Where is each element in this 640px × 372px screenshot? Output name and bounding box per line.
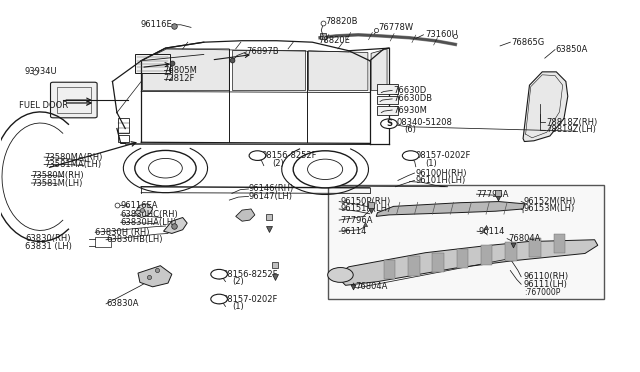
Bar [433, 253, 444, 272]
Polygon shape [308, 51, 368, 90]
Text: (2): (2) [232, 277, 244, 286]
Text: 63831 (LH): 63831 (LH) [25, 241, 72, 250]
Polygon shape [164, 218, 187, 234]
Circle shape [328, 267, 353, 282]
Bar [529, 238, 541, 257]
Text: FUEL DOOR: FUEL DOOR [19, 101, 68, 110]
Text: 96153M(LH): 96153M(LH) [523, 205, 574, 214]
Text: 96150P(RH): 96150P(RH) [340, 197, 390, 206]
Circle shape [381, 119, 397, 129]
Text: 78819Z(LH): 78819Z(LH) [547, 125, 596, 134]
Text: 63830HC(RH): 63830HC(RH) [121, 211, 179, 219]
Text: 96101H(LH): 96101H(LH) [416, 176, 466, 185]
Text: 73581MA(LH): 73581MA(LH) [44, 160, 101, 169]
Text: (1): (1) [232, 302, 244, 311]
Circle shape [135, 150, 196, 186]
Text: 96146(RH): 96146(RH) [248, 185, 294, 193]
Text: 76630DB: 76630DB [394, 94, 433, 103]
Text: 76865G: 76865G [511, 38, 545, 47]
Text: 08156-8252F: 08156-8252F [223, 270, 278, 279]
Polygon shape [336, 240, 598, 285]
Text: 63830(RH): 63830(RH) [25, 234, 70, 243]
Text: 76930M: 76930M [394, 106, 428, 115]
FancyBboxPatch shape [51, 82, 97, 118]
Text: 96110(RH): 96110(RH) [523, 272, 568, 281]
Bar [481, 245, 492, 264]
Text: 63830A: 63830A [106, 299, 139, 308]
Text: B: B [216, 270, 222, 279]
Polygon shape [232, 49, 305, 90]
Text: 77796A: 77796A [340, 216, 373, 225]
Text: 73580M(RH): 73580M(RH) [31, 171, 84, 180]
Text: 76804A: 76804A [508, 234, 541, 243]
Text: 96114: 96114 [478, 227, 505, 236]
Text: (6): (6) [404, 125, 416, 134]
Bar [118, 135, 129, 142]
Text: 96100H(RH): 96100H(RH) [416, 169, 467, 177]
Text: 96151N(LH): 96151N(LH) [340, 205, 390, 214]
Text: S: S [386, 119, 392, 128]
Text: 73581M(LH): 73581M(LH) [31, 179, 83, 187]
Text: (2): (2) [272, 158, 284, 167]
Text: 73160U: 73160U [426, 30, 458, 39]
Polygon shape [371, 49, 387, 90]
Bar [378, 106, 398, 115]
Text: 76804A: 76804A [355, 282, 387, 291]
Text: B: B [216, 295, 222, 304]
Text: 96116EA: 96116EA [121, 201, 158, 210]
Bar [135, 54, 170, 73]
Polygon shape [236, 209, 255, 221]
Circle shape [211, 294, 227, 304]
Bar [57, 87, 91, 113]
Text: 63830H (RH): 63830H (RH) [95, 228, 150, 237]
Bar [95, 237, 111, 247]
Bar [328, 185, 604, 299]
Text: 96116E: 96116E [140, 20, 172, 29]
Text: 96111(LH): 96111(LH) [523, 280, 567, 289]
Text: 73580MA(RH): 73580MA(RH) [44, 153, 102, 161]
Circle shape [403, 151, 419, 160]
Text: :767000P: :767000P [524, 288, 561, 297]
Text: 78818Z(RH): 78818Z(RH) [547, 118, 598, 127]
Text: 63850A: 63850A [555, 45, 588, 54]
Text: 08156-8252F: 08156-8252F [261, 151, 317, 160]
Text: 63830HB(LH): 63830HB(LH) [106, 235, 163, 244]
Text: 76897B: 76897B [246, 47, 279, 56]
Text: 78820B: 78820B [325, 17, 358, 26]
Text: 08157-0202F: 08157-0202F [416, 151, 471, 160]
Text: 96152M(RH): 96152M(RH) [523, 197, 575, 206]
Text: 93934U: 93934U [25, 67, 58, 76]
Text: B: B [255, 151, 260, 160]
Polygon shape [138, 266, 172, 287]
Polygon shape [143, 49, 229, 90]
Bar [505, 241, 516, 261]
Polygon shape [376, 202, 524, 217]
Polygon shape [523, 72, 568, 141]
Text: 08157-0202F: 08157-0202F [223, 295, 278, 304]
Circle shape [249, 151, 266, 160]
Bar [378, 96, 398, 104]
Text: 76630D: 76630D [394, 86, 427, 95]
Text: 96114: 96114 [340, 227, 367, 236]
Bar [378, 84, 398, 94]
Bar [384, 260, 396, 279]
Text: 96147(LH): 96147(LH) [248, 192, 292, 201]
Circle shape [211, 269, 227, 279]
Text: 76778W: 76778W [379, 23, 414, 32]
Text: 63830HA(LH): 63830HA(LH) [121, 218, 177, 227]
Text: 72812F: 72812F [164, 74, 195, 83]
Text: (1): (1) [426, 158, 437, 167]
Bar [408, 256, 420, 276]
Circle shape [293, 151, 357, 188]
Polygon shape [135, 204, 153, 218]
Text: 76805M: 76805M [164, 66, 197, 75]
Bar [554, 234, 565, 253]
Text: B: B [408, 151, 413, 160]
Text: 78820E: 78820E [319, 36, 351, 45]
Bar [457, 249, 468, 268]
Bar [118, 118, 129, 134]
Text: 08340-51208: 08340-51208 [397, 118, 452, 127]
Text: 77796A: 77796A [476, 190, 509, 199]
